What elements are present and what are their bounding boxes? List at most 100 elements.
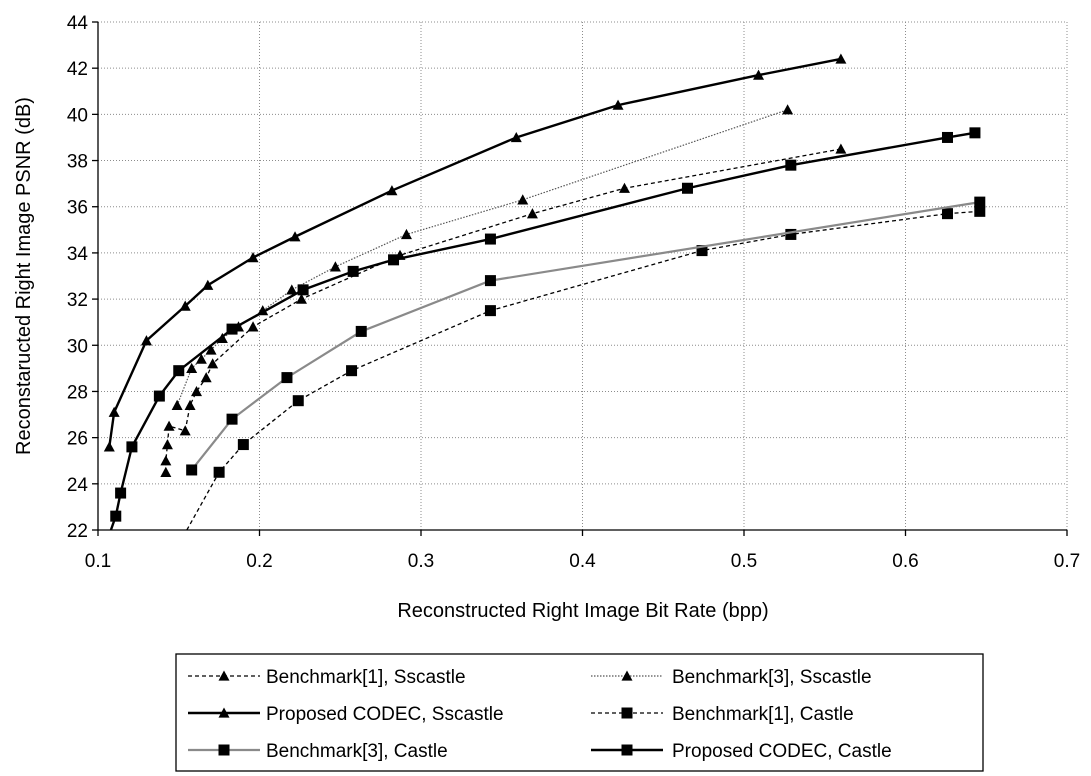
y-tick-label: 44 bbox=[67, 13, 89, 34]
tick-labels: 22 24 26 28 30 32 34 36 38 40 42 44 0.1 0.2 0.3 0.4 0.5 0… bbox=[67, 13, 1080, 572]
legend-box bbox=[175, 653, 984, 772]
series-2 bbox=[103, 53, 847, 452]
data-point bbox=[195, 353, 207, 364]
y-tick-label: 32 bbox=[67, 290, 88, 311]
legend-marker bbox=[218, 707, 230, 718]
y-tick-label: 26 bbox=[67, 429, 88, 450]
data-point bbox=[115, 487, 127, 499]
data-point bbox=[207, 358, 219, 369]
series-line bbox=[186, 210, 980, 531]
data-point bbox=[292, 395, 304, 407]
data-point bbox=[205, 344, 217, 355]
data-point bbox=[782, 104, 794, 115]
series-0 bbox=[160, 143, 847, 477]
data-point bbox=[179, 425, 191, 436]
data-point bbox=[171, 399, 183, 410]
data-point bbox=[226, 413, 238, 425]
legend-item: Benchmark[1], Sscastle bbox=[188, 667, 466, 688]
data-point bbox=[297, 284, 309, 296]
data-point bbox=[753, 69, 765, 80]
data-point bbox=[237, 439, 249, 451]
x-tick-label: 0.1 bbox=[85, 551, 111, 572]
x-tick-label: 0.7 bbox=[1054, 551, 1080, 572]
y-tick-label: 24 bbox=[67, 475, 89, 496]
data-point bbox=[153, 390, 165, 402]
data-point bbox=[289, 231, 301, 242]
x-axis-title: Reconstructed Right Image Bit Rate (bpp) bbox=[397, 600, 768, 622]
data-point bbox=[974, 196, 986, 208]
data-point bbox=[941, 208, 953, 220]
data-point bbox=[681, 182, 693, 194]
data-point bbox=[281, 372, 293, 384]
series-line bbox=[108, 57, 842, 448]
series-4 bbox=[186, 196, 986, 476]
data-point bbox=[173, 365, 185, 377]
data-point bbox=[163, 420, 175, 431]
data-point bbox=[247, 321, 259, 332]
x-tick-label: 0.5 bbox=[731, 551, 757, 572]
x-tick-label: 0.6 bbox=[892, 551, 918, 572]
y-axis-title: Reconstaructed Right Image PSNR (dB) bbox=[13, 97, 35, 455]
data-point bbox=[618, 182, 630, 193]
data-point bbox=[108, 406, 120, 417]
data-point bbox=[347, 265, 359, 277]
data-point bbox=[969, 127, 981, 139]
data-point bbox=[785, 159, 797, 171]
data-point bbox=[186, 362, 198, 374]
legend-item: Proposed CODEC, Castle bbox=[591, 741, 892, 762]
data-point bbox=[140, 335, 152, 346]
data-point bbox=[835, 53, 847, 64]
data-point bbox=[161, 439, 173, 450]
data-point bbox=[191, 385, 203, 397]
legend-marker bbox=[621, 707, 633, 719]
series-line bbox=[176, 109, 788, 406]
data-point bbox=[696, 245, 708, 257]
series-3 bbox=[186, 205, 986, 531]
legend-marker bbox=[621, 670, 633, 681]
legend-marker bbox=[218, 744, 230, 756]
data-point bbox=[835, 143, 847, 154]
x-tick-label: 0.3 bbox=[408, 551, 434, 572]
series-layer bbox=[103, 53, 986, 531]
data-point bbox=[400, 228, 412, 240]
data-point bbox=[160, 455, 172, 466]
series-5 bbox=[109, 127, 981, 531]
data-point bbox=[213, 466, 225, 478]
data-point bbox=[295, 293, 307, 304]
data-point bbox=[247, 252, 259, 263]
y-tick-label: 40 bbox=[67, 105, 88, 126]
data-point bbox=[226, 323, 238, 335]
legend-label: Benchmark[3], Sscastle bbox=[672, 667, 872, 688]
data-point bbox=[110, 510, 122, 522]
x-tick-label: 0.2 bbox=[246, 551, 272, 572]
legend-label: Benchmark[3], Castle bbox=[266, 741, 448, 762]
data-point bbox=[200, 372, 212, 383]
data-point bbox=[179, 300, 191, 311]
data-point bbox=[388, 254, 400, 266]
data-point bbox=[186, 464, 198, 476]
data-point bbox=[484, 305, 496, 317]
data-point bbox=[526, 208, 538, 219]
data-point bbox=[103, 441, 115, 452]
data-point bbox=[126, 441, 138, 453]
data-point bbox=[329, 261, 341, 272]
y-tick-label: 36 bbox=[67, 198, 88, 219]
data-point bbox=[355, 325, 367, 337]
y-tick-label: 34 bbox=[67, 244, 89, 265]
legend-item: Benchmark[3], Castle bbox=[188, 741, 448, 762]
data-point bbox=[612, 99, 624, 110]
data-point bbox=[286, 284, 298, 295]
legend-label: Benchmark[1], Castle bbox=[672, 704, 854, 725]
legend-label: Proposed CODEC, Castle bbox=[672, 741, 892, 762]
y-tick-label: 28 bbox=[67, 382, 88, 403]
legend-label: Proposed CODEC, Sscastle bbox=[266, 704, 504, 725]
legend-label: Benchmark[1], Sscastle bbox=[266, 667, 466, 688]
legend: Benchmark[1], Sscastle Benchmark[3], Ssca… bbox=[175, 653, 984, 772]
data-point bbox=[386, 185, 398, 196]
data-point bbox=[202, 279, 214, 290]
series-line bbox=[190, 201, 980, 471]
y-tick-label: 30 bbox=[67, 336, 88, 357]
data-point bbox=[184, 399, 196, 410]
data-point bbox=[785, 228, 797, 240]
